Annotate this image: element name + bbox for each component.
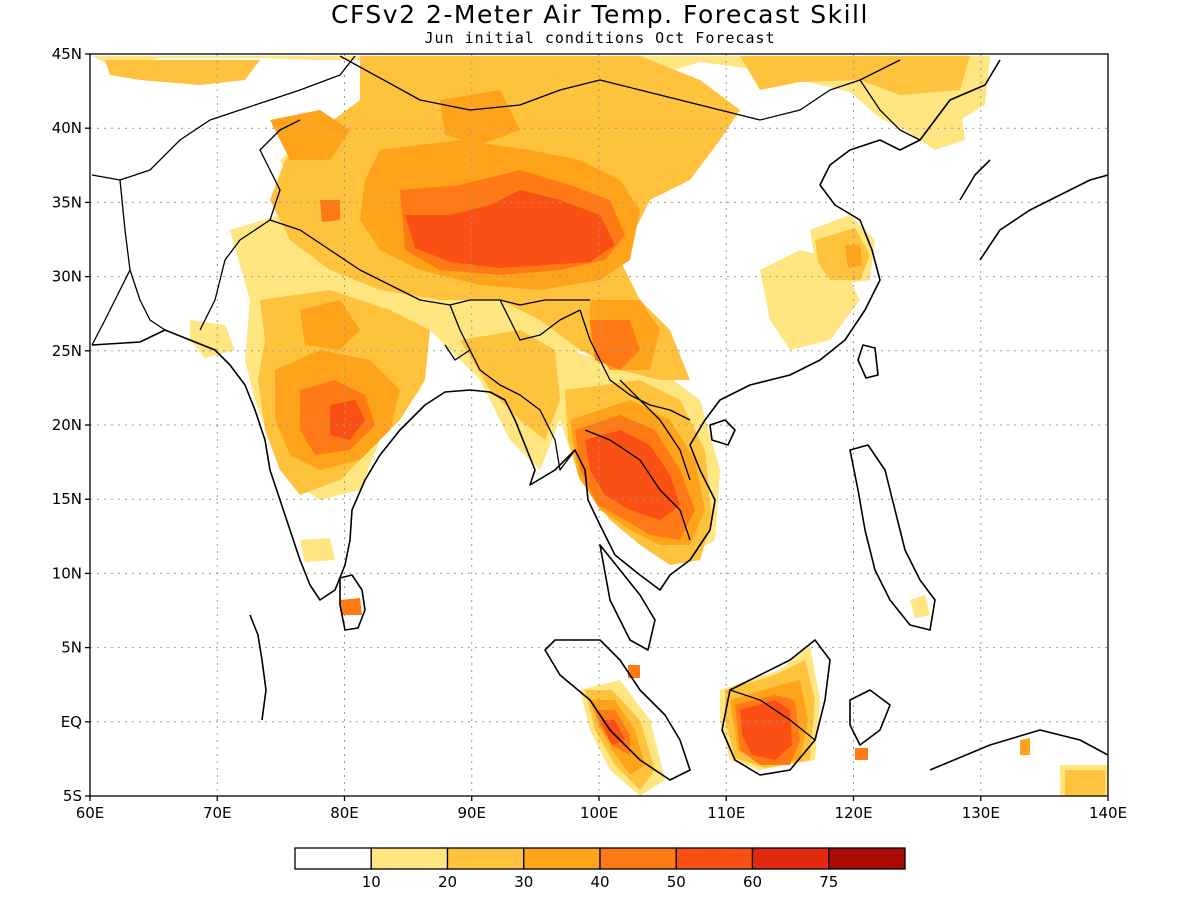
colorbar: 10 20 30 40 50 60 75 [294,847,906,891]
y-tick-label: 40N [52,119,82,137]
colorbar-label: 30 [514,873,533,891]
x-tick-label: 100E [580,804,618,822]
colorbar-swatch [370,847,449,870]
x-tick-label: 140E [1089,804,1127,822]
x-tick-label: 120E [834,804,872,822]
colorbar-label: 50 [667,873,686,891]
x-tick-label: 130E [962,804,1000,822]
y-tick-label: 5S [63,787,82,805]
y-tick-label: 25N [52,342,82,360]
colorbar-swatch [599,847,677,870]
colorbar-label: 10 [362,873,381,891]
x-tick-label: 110E [707,804,745,822]
y-tick-label: 20N [52,416,82,434]
x-tick-label: 60E [76,804,105,822]
y-tick-label: 10N [52,564,82,582]
colorbar-swatch [828,847,906,870]
y-tick-label: 45N [52,45,82,63]
chart-title: CFSv2 2-Meter Air Temp. Forecast Skill [331,0,869,29]
chart-subtitle: Jun initial conditions Oct Forecast [424,29,776,47]
colorbar-swatch [446,847,525,870]
y-tick-label: 30N [52,268,82,286]
plot-area [89,53,1109,797]
colorbar-label: 40 [590,873,609,891]
x-tick-label: 80E [330,804,359,822]
colorbar-label: 60 [743,873,762,891]
skill-contour-fields [92,56,1108,796]
coastlines [91,59,1108,781]
x-axis-ticks: 60E 70E 80E 90E 100E 110E 120E 130E 140E [76,796,1127,822]
colorbar-label: 75 [819,873,838,891]
y-tick-label: EQ [61,713,82,731]
colorbar-label: 20 [438,873,457,891]
colorbar-swatch [751,847,830,870]
colorbar-swatch [294,847,372,870]
x-tick-label: 70E [203,804,232,822]
y-axis-ticks: 45N 40N 35N 30N 25N 20N 15N 10N 5N EQ 5S [52,45,90,805]
colorbar-swatch [675,847,754,870]
x-tick-label: 90E [457,804,486,822]
y-tick-label: 35N [52,193,82,211]
y-tick-label: 15N [52,490,82,508]
country-borders [91,55,921,741]
y-tick-label: 5N [61,639,82,657]
colorbar-swatch [523,847,601,870]
map-grid [90,54,1108,796]
